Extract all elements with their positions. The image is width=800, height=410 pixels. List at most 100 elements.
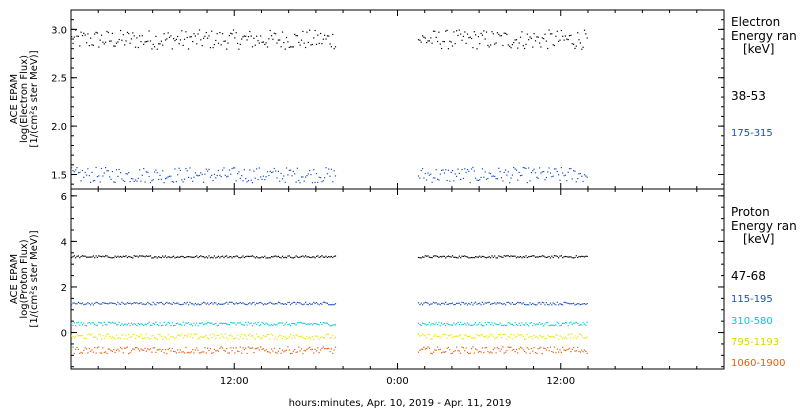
data-point [99, 255, 101, 257]
data-point [329, 175, 331, 177]
data-point [103, 256, 105, 258]
data-point [427, 323, 429, 326]
data-point [513, 166, 515, 169]
data-point [536, 176, 538, 178]
data-point [107, 333, 109, 335]
data-point [251, 325, 254, 327]
data-point [250, 347, 252, 349]
data-point [208, 349, 210, 352]
data-point [254, 338, 256, 340]
data-point [151, 304, 153, 306]
data-point [143, 43, 145, 45]
data-point [295, 255, 297, 257]
data-point [473, 352, 475, 354]
data-point [213, 44, 215, 46]
data-point [76, 334, 78, 336]
data-point [450, 324, 452, 326]
data-point [488, 336, 490, 338]
data-point [528, 325, 530, 327]
data-point [120, 324, 122, 326]
x-tick-label: 0:00 [386, 376, 408, 387]
data-point [302, 353, 304, 355]
data-point [560, 303, 562, 305]
data-point [431, 42, 433, 44]
data-point [246, 304, 248, 306]
data-point [517, 47, 519, 49]
data-point [318, 338, 320, 340]
data-point [205, 256, 207, 258]
data-point [140, 334, 142, 336]
data-point [277, 322, 279, 324]
data-point [477, 323, 479, 325]
data-point [154, 256, 156, 258]
data-point [562, 172, 564, 174]
data-point [560, 29, 562, 32]
data-point [446, 179, 448, 182]
data-point [280, 322, 282, 324]
data-point [549, 302, 552, 304]
data-point [519, 324, 522, 326]
data-point [458, 324, 460, 326]
data-point [532, 325, 534, 327]
data-point [581, 335, 583, 337]
data-point [99, 334, 101, 336]
data-point [524, 167, 526, 169]
data-point [566, 302, 568, 304]
data-point [92, 336, 94, 338]
data-point [499, 350, 501, 352]
data-point [298, 322, 300, 324]
data-point [522, 335, 524, 338]
data-point [147, 301, 149, 303]
data-point [212, 180, 214, 182]
data-point [334, 175, 337, 177]
data-point [260, 324, 262, 326]
data-point [232, 337, 235, 340]
data-point [435, 322, 437, 324]
data-point [462, 177, 464, 179]
data-point [318, 42, 320, 44]
data-point [167, 333, 169, 336]
data-point [198, 256, 201, 258]
data-point [417, 39, 420, 41]
data-point [185, 334, 187, 336]
data-point [498, 33, 500, 35]
data-point [177, 322, 179, 324]
data-point [217, 334, 220, 336]
data-point [170, 303, 172, 305]
data-point [495, 178, 497, 180]
data-point [96, 256, 98, 258]
data-point [491, 352, 493, 354]
data-point [558, 257, 560, 259]
series-795-1193 [71, 333, 588, 340]
data-point [205, 352, 207, 354]
data-point [208, 322, 210, 324]
data-point [539, 42, 541, 44]
data-point [532, 255, 534, 257]
data-point [532, 46, 534, 48]
data-point [295, 351, 297, 353]
data-point [283, 42, 285, 44]
data-point [476, 179, 478, 181]
data-point [83, 304, 85, 306]
data-point [113, 45, 115, 47]
data-point [303, 180, 305, 182]
data-point [287, 255, 289, 257]
data-point [472, 257, 474, 259]
data-point [298, 302, 300, 304]
data-point [148, 349, 150, 351]
data-point [438, 321, 440, 323]
data-point [568, 35, 571, 37]
data-point [239, 336, 241, 338]
data-point [73, 337, 75, 339]
data-point [481, 347, 483, 349]
data-point [207, 37, 209, 39]
data-point [204, 173, 206, 175]
data-point [200, 172, 202, 174]
data-point [174, 168, 176, 170]
data-point [90, 37, 92, 39]
data-point [529, 352, 531, 354]
data-point [579, 42, 581, 44]
data-point [322, 322, 324, 324]
data-point [201, 45, 203, 47]
data-point [464, 255, 466, 257]
